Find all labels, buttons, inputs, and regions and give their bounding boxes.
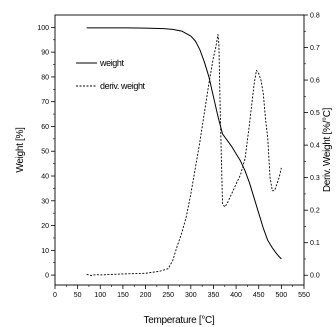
- y-right-tick-label-0.2: 0.2: [310, 208, 320, 215]
- x-tick-label-100: 100: [94, 292, 106, 299]
- plot-frame: [54, 14, 305, 286]
- x-tick-label-350: 350: [208, 292, 220, 299]
- y-left-tick-label-0: 0: [45, 273, 49, 280]
- legend-weight-label: weight: [99, 58, 125, 68]
- y-left-tick-label-80: 80: [41, 74, 49, 81]
- x-axis-title: Temperature [°C]: [144, 315, 215, 326]
- ticks-layer: 0 50 100 150 200 250 300 350 400 450 500 550 0 10 20 30…: [37, 13, 320, 300]
- x-tick-label-550: 550: [298, 292, 310, 299]
- y-left-tick-label-90: 90: [41, 50, 49, 57]
- y-left-tick-label-40: 40: [41, 174, 49, 181]
- y-right-axis-title: Deriv. Weight [%/°C]: [322, 107, 333, 192]
- legend: weight deriv. weight: [76, 58, 146, 91]
- y-right-tick-label-0.8: 0.8: [310, 13, 320, 20]
- x-tick-label-200: 200: [140, 292, 152, 299]
- series-line-deriv-weight: [86, 34, 282, 277]
- series-layer: [86, 27, 282, 277]
- y-right-tick-label-0.5: 0.5: [310, 110, 320, 117]
- y-right-tick-label-0.3: 0.3: [310, 175, 320, 182]
- y-left-tick-label-30: 30: [41, 198, 49, 205]
- x-tick-label-250: 250: [162, 292, 174, 299]
- y-right-tick-label-0.4: 0.4: [310, 143, 320, 150]
- y-left-tick-label-10: 10: [41, 248, 49, 255]
- y-right-tick-label-0.7: 0.7: [310, 45, 320, 52]
- x-tick-label-150: 150: [117, 292, 129, 299]
- y-left-tick-label-50: 50: [41, 149, 49, 156]
- y-left-axis-title: Weight [%]: [15, 127, 26, 173]
- x-tick-label-450: 450: [253, 292, 265, 299]
- y-left-tick-label-60: 60: [41, 124, 49, 131]
- y-left-tick-label-70: 70: [41, 99, 49, 106]
- x-tick-label-300: 300: [185, 292, 197, 299]
- y-right-tick-label-0.0: 0.0: [310, 273, 320, 280]
- x-tick-label-0: 0: [53, 292, 57, 299]
- y-left-tick-label-100: 100: [37, 25, 49, 32]
- x-tick-label-400: 400: [230, 292, 242, 299]
- legend-deriv-label: deriv. weight: [100, 81, 146, 91]
- y-left-tick-label-20: 20: [41, 223, 49, 230]
- y-right-tick-label-0.6: 0.6: [310, 78, 320, 85]
- y-right-tick-label-0.1: 0.1: [310, 240, 320, 247]
- x-tick-label-500: 500: [276, 292, 288, 299]
- x-tick-label-50: 50: [74, 292, 82, 299]
